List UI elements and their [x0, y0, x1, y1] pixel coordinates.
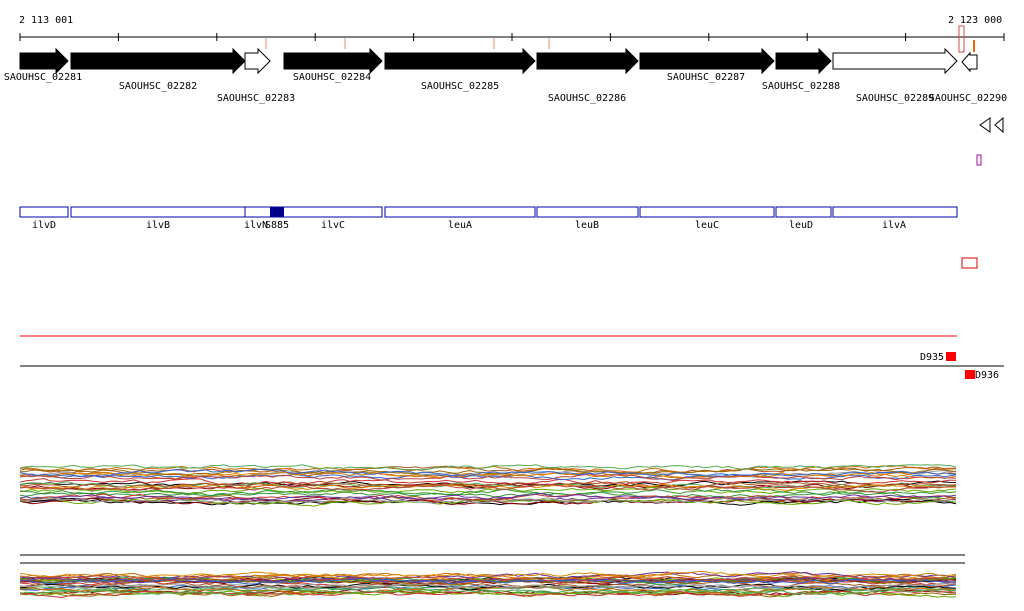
gene-label: SAOUHSC_02287	[667, 72, 745, 83]
feature-label: leuB	[575, 220, 599, 231]
trace	[19, 582, 957, 590]
trace	[19, 584, 957, 595]
gene-label: SAOUHSC_02282	[119, 81, 197, 92]
trace	[19, 577, 957, 584]
trace	[19, 570, 957, 578]
gene-arrow	[832, 47, 958, 75]
feature-label: S885	[265, 220, 289, 231]
ruler-start: 2 113 001	[19, 15, 73, 26]
feature-label: ilvD	[32, 220, 56, 231]
trace	[19, 587, 957, 596]
gene-label: SAOUHSC_02288	[762, 81, 840, 92]
gene-arrow	[639, 47, 775, 75]
feature-label: leuC	[695, 220, 719, 231]
marker	[976, 154, 982, 166]
trace	[19, 575, 957, 583]
arrow	[994, 116, 1004, 134]
trace	[19, 582, 957, 591]
feature-label: ilvC	[321, 220, 345, 231]
trace	[19, 473, 957, 482]
trace	[19, 590, 957, 599]
trace	[19, 466, 957, 476]
gene-arrow	[283, 47, 383, 75]
trace	[19, 464, 957, 471]
feature-box	[244, 206, 383, 218]
trace	[19, 496, 956, 504]
gene-label: SAOUHSC_02286	[548, 93, 626, 104]
gene-arrow	[244, 47, 271, 75]
trace	[19, 492, 957, 501]
trace	[19, 486, 957, 495]
feature-box	[384, 206, 536, 218]
trace	[19, 483, 957, 491]
feature-label: leuD	[789, 220, 813, 231]
feature-box	[775, 206, 832, 218]
trace	[19, 468, 956, 478]
region-box	[965, 370, 975, 379]
gene-arrow	[961, 51, 978, 73]
feature-label: leuA	[448, 220, 472, 231]
trace	[19, 491, 957, 499]
region-box	[946, 352, 956, 361]
feature-box	[832, 206, 958, 218]
gene-arrow	[775, 47, 832, 75]
region-label: D936	[975, 370, 999, 381]
gene-arrow	[70, 47, 246, 75]
trace	[19, 586, 957, 595]
region-label: D935	[920, 352, 944, 363]
feature-box	[70, 206, 246, 218]
gene-arrow	[536, 47, 639, 75]
trace	[19, 483, 957, 493]
trace	[19, 488, 957, 496]
gene-label: SAOUHSC_02281	[4, 72, 82, 83]
feature-label: ilvB	[146, 220, 170, 231]
feature-box	[270, 207, 284, 217]
feature-label: ilvA	[882, 220, 906, 231]
feature-label: ilvN	[244, 220, 268, 231]
feature-box	[639, 206, 775, 218]
arrow	[979, 117, 991, 133]
gene-arrow	[19, 47, 69, 75]
marker	[958, 25, 965, 53]
feature-box	[19, 206, 69, 218]
ruler-end: 2 123 000	[948, 15, 1002, 26]
gene-label: SAOUHSC_02284	[293, 72, 371, 83]
gene-arrow	[384, 47, 536, 75]
gene-label: SAOUHSC_02290	[929, 93, 1007, 104]
gene-label: SAOUHSC_02285	[421, 81, 499, 92]
feature-box	[536, 206, 639, 218]
marker	[961, 257, 978, 269]
gene-label: SAOUHSC_02283	[217, 93, 295, 104]
gene-label: SAOUHSC_02289	[856, 93, 934, 104]
